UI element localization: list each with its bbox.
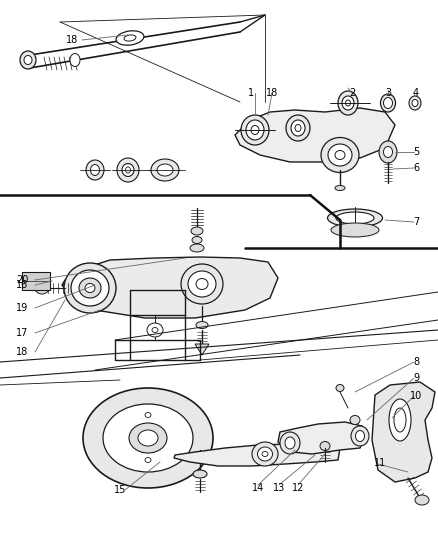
Ellipse shape — [145, 413, 151, 417]
Ellipse shape — [191, 227, 203, 235]
Ellipse shape — [350, 416, 360, 424]
Ellipse shape — [129, 423, 167, 453]
Text: 18: 18 — [266, 88, 278, 98]
Ellipse shape — [356, 431, 364, 441]
Ellipse shape — [103, 404, 193, 472]
Ellipse shape — [85, 284, 95, 293]
Ellipse shape — [251, 125, 259, 134]
Ellipse shape — [258, 447, 272, 461]
Ellipse shape — [412, 100, 418, 107]
Ellipse shape — [192, 237, 202, 244]
Ellipse shape — [241, 115, 269, 145]
Text: 15: 15 — [114, 485, 126, 495]
Ellipse shape — [117, 158, 139, 182]
Text: 8: 8 — [413, 357, 419, 367]
Ellipse shape — [252, 442, 278, 466]
Ellipse shape — [389, 399, 411, 441]
Text: 18: 18 — [16, 347, 28, 357]
Ellipse shape — [285, 437, 295, 449]
Text: 10: 10 — [410, 391, 422, 401]
Ellipse shape — [181, 264, 223, 304]
Ellipse shape — [342, 96, 354, 110]
Text: 2: 2 — [349, 88, 355, 98]
Ellipse shape — [157, 164, 173, 176]
Text: 1: 1 — [248, 88, 254, 98]
Text: 20: 20 — [16, 275, 28, 285]
Text: 17: 17 — [16, 328, 28, 338]
Ellipse shape — [381, 94, 396, 112]
Ellipse shape — [286, 115, 310, 141]
Ellipse shape — [409, 96, 421, 110]
Ellipse shape — [147, 323, 163, 337]
Ellipse shape — [262, 451, 268, 456]
Ellipse shape — [394, 408, 406, 432]
Ellipse shape — [321, 138, 359, 173]
Ellipse shape — [346, 100, 350, 106]
Ellipse shape — [152, 327, 158, 333]
Ellipse shape — [338, 91, 358, 115]
Ellipse shape — [320, 441, 330, 450]
Ellipse shape — [126, 167, 131, 173]
Ellipse shape — [124, 35, 136, 41]
Bar — [22, 272, 50, 290]
Ellipse shape — [336, 212, 374, 224]
Ellipse shape — [20, 51, 36, 69]
Polygon shape — [195, 344, 209, 355]
Ellipse shape — [122, 164, 134, 176]
Ellipse shape — [188, 271, 216, 297]
Text: 6: 6 — [413, 163, 419, 173]
Ellipse shape — [86, 160, 104, 180]
Ellipse shape — [64, 263, 116, 313]
Polygon shape — [372, 382, 435, 482]
Text: 7: 7 — [413, 217, 419, 227]
Ellipse shape — [328, 209, 382, 227]
Text: 11: 11 — [374, 458, 386, 468]
Ellipse shape — [35, 282, 49, 294]
Ellipse shape — [91, 165, 99, 175]
Ellipse shape — [331, 223, 379, 237]
Ellipse shape — [193, 470, 207, 478]
Ellipse shape — [335, 185, 345, 190]
Text: 19: 19 — [16, 303, 28, 313]
Text: 13: 13 — [273, 483, 285, 493]
Ellipse shape — [280, 432, 300, 454]
Ellipse shape — [336, 384, 344, 392]
Ellipse shape — [79, 278, 101, 298]
Ellipse shape — [196, 321, 208, 328]
Text: 14: 14 — [252, 483, 264, 493]
Ellipse shape — [295, 125, 301, 132]
Ellipse shape — [246, 120, 264, 140]
Ellipse shape — [384, 98, 392, 109]
Ellipse shape — [145, 457, 151, 463]
Ellipse shape — [291, 120, 305, 136]
Polygon shape — [235, 108, 395, 162]
Ellipse shape — [335, 150, 345, 159]
Ellipse shape — [151, 159, 179, 181]
Text: 5: 5 — [413, 147, 419, 157]
Ellipse shape — [196, 279, 208, 289]
Polygon shape — [278, 422, 365, 454]
Ellipse shape — [384, 147, 392, 157]
Ellipse shape — [83, 388, 213, 488]
Polygon shape — [62, 257, 278, 318]
Ellipse shape — [71, 270, 109, 306]
Ellipse shape — [328, 144, 352, 166]
Text: 12: 12 — [292, 483, 304, 493]
Ellipse shape — [351, 426, 369, 446]
Text: 16: 16 — [16, 280, 28, 290]
Ellipse shape — [70, 53, 80, 67]
Ellipse shape — [190, 244, 204, 252]
Ellipse shape — [379, 141, 397, 163]
Text: 18: 18 — [66, 35, 78, 45]
Ellipse shape — [24, 55, 32, 64]
Ellipse shape — [415, 495, 429, 505]
Text: 9: 9 — [413, 373, 419, 383]
Ellipse shape — [116, 31, 144, 45]
Text: 3: 3 — [385, 88, 391, 98]
Text: 4: 4 — [413, 88, 419, 98]
Polygon shape — [174, 444, 340, 466]
Ellipse shape — [138, 430, 158, 446]
